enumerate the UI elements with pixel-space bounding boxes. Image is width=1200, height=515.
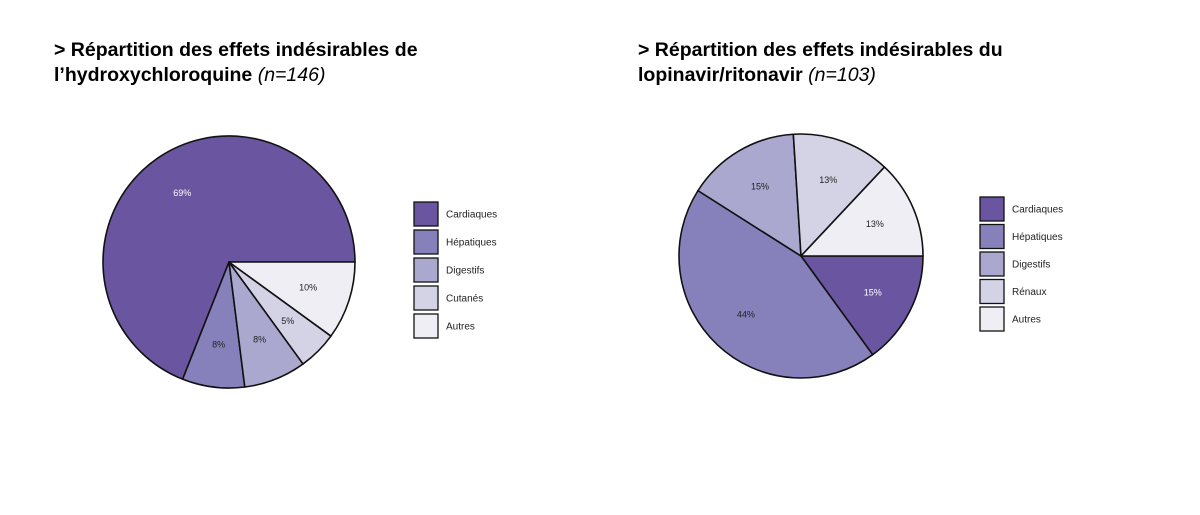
pie-chart-svg: 15% 44% 15% 13% 13% Cardiaques Hépatiques Diges… xyxy=(678,133,1063,379)
legend-swatch xyxy=(413,313,439,339)
chart-title: > Répartition des effets indésirables du… xyxy=(638,38,1003,88)
legend-swatch xyxy=(979,278,1005,305)
pie-slice-label: 13% xyxy=(866,219,884,229)
pie-labels: 15% 44% 15% 13% 13% xyxy=(737,175,884,320)
pie-chart-svg: 69% 8% 8% 5% 10% Cardiaques Hépatiques Digestif… xyxy=(102,135,497,389)
legend-label: Rénaux xyxy=(1012,287,1046,298)
chart-sample-size: (n=146) xyxy=(257,64,326,86)
pie-slice-label: 44% xyxy=(737,310,755,320)
chart-title: > Répartition des effets indésirables de… xyxy=(54,38,418,88)
pie-slice-label: 15% xyxy=(864,288,882,298)
pie-slice-label: 8% xyxy=(253,334,266,344)
chart-sample-size: (n=103) xyxy=(808,64,876,86)
legend-label: Hépatiques xyxy=(1012,232,1063,243)
pie-slice-cardiaques xyxy=(102,135,356,380)
pie-labels: 69% 8% 8% 5% 10% xyxy=(173,188,317,349)
pie-slice-label: 5% xyxy=(281,316,294,326)
pie-slice-label: 10% xyxy=(299,283,317,293)
legend-label: Digestifs xyxy=(1012,260,1050,271)
legend: Cardiaques Hépatiques Digestifs Cutanés Autr… xyxy=(413,201,497,339)
pie-slice-cardiaques xyxy=(800,255,924,356)
pie-slice-label: 15% xyxy=(751,182,769,192)
legend-label: Cardiaques xyxy=(446,210,497,221)
legend-label: Hépatiques xyxy=(446,238,497,249)
legend-label: Cardiaques xyxy=(1012,205,1063,216)
chart-title-line2: l’hydroxychloroquine xyxy=(54,64,253,86)
pie-slice-label: 69% xyxy=(173,188,191,198)
chart-title-line1: > Répartition des effets indésirables de xyxy=(54,39,418,61)
legend-swatch xyxy=(413,257,439,283)
pie-slice-label: 13% xyxy=(819,175,837,185)
legend-swatch xyxy=(979,223,1005,250)
legend-swatch xyxy=(979,306,1005,332)
legend-swatch xyxy=(413,285,439,311)
legend-label: Autres xyxy=(446,322,475,333)
pie-slice-label: 8% xyxy=(212,340,225,350)
pie-slice-autres xyxy=(228,261,356,337)
pie-slice-hépatiques xyxy=(678,189,874,379)
legend-label: Autres xyxy=(1012,315,1041,326)
legend: Cardiaques Hépatiques Digestifs Rénaux Autre… xyxy=(979,196,1063,332)
legend-label: Cutanés xyxy=(446,294,483,305)
pie-slices xyxy=(678,133,924,379)
pie-chart-hydroxychloroquine: > Répartition des effets indésirables de… xyxy=(54,38,497,389)
legend-swatch xyxy=(979,196,1005,222)
legend-swatch xyxy=(413,229,439,255)
chart-title-line2: lopinavir/ritonavir xyxy=(638,64,803,86)
pie-slice-rénaux xyxy=(792,133,886,257)
legend-swatch xyxy=(979,251,1005,277)
pie-slice-autres xyxy=(800,166,924,257)
legend-swatch xyxy=(413,201,439,227)
pie-slices xyxy=(102,135,356,389)
pie-chart-lopinavir-ritonavir: > Répartition des effets indésirables du… xyxy=(600,0,1200,515)
pie-slice-digestifs xyxy=(697,133,802,257)
legend-label: Digestifs xyxy=(446,266,484,277)
chart-title-line1: > Répartition des effets indésirables du xyxy=(638,39,1003,61)
